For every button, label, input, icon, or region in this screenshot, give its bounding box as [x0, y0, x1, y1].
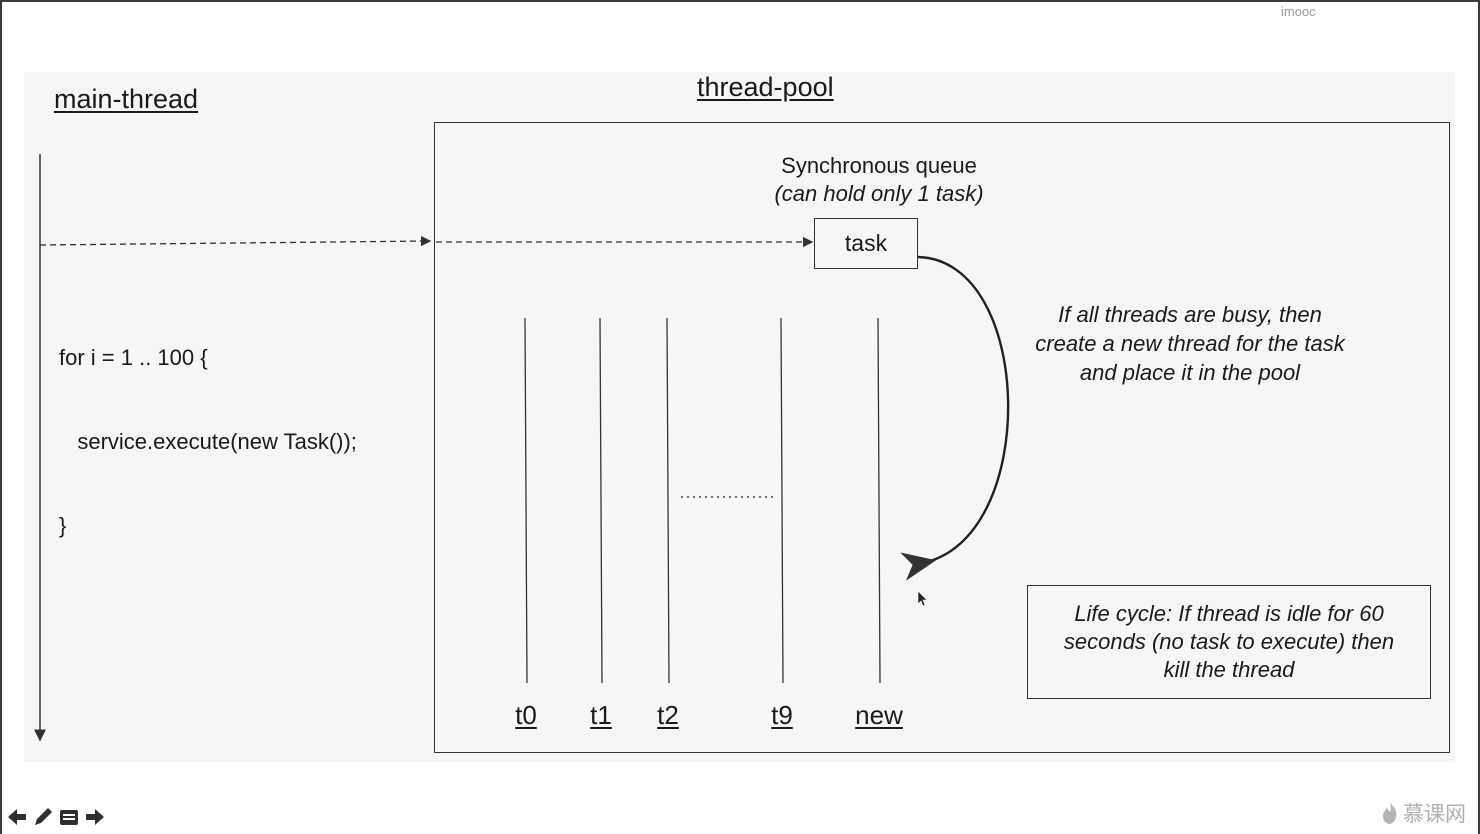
thread-label-t0: t0: [515, 700, 537, 730]
thread-line-new: [877, 317, 881, 684]
thread-label-t2: t2: [657, 700, 679, 730]
queue-subtitle: (can hold only 1 task): [774, 181, 984, 206]
presentation-toolbar: [6, 806, 106, 828]
thread-line-t0: [524, 317, 528, 684]
thread-label-t1: t1: [590, 700, 612, 730]
mouse-cursor-icon: [917, 590, 928, 607]
thread-line-t1: [599, 317, 603, 684]
code-snippet: for i = 1 .. 100 { service.execute(new T…: [59, 288, 357, 568]
submit-arrow-main-to-pool: [39, 235, 432, 247]
arrow-left-icon[interactable]: [6, 806, 28, 828]
note-line: create a new thread for the task: [1035, 331, 1345, 356]
thread-line-t9: [780, 317, 784, 684]
lifecycle-line: seconds (no task to execute) then: [1063, 629, 1395, 654]
arrow-right-icon[interactable]: [84, 806, 106, 828]
imooc-watermark: imooc: [1281, 4, 1316, 19]
busy-threads-note: If all threads are busy, then create a n…: [1010, 300, 1370, 387]
brand-text: 慕课网: [1403, 803, 1466, 826]
synchronous-queue-label: Synchronous queue (can hold only 1 task): [740, 152, 1018, 208]
thread-label-new: new: [855, 700, 903, 730]
brand-logo: 慕课网: [1381, 798, 1466, 828]
thread-line-t2: [666, 317, 670, 684]
code-line: for i = 1 .. 100 {: [59, 345, 208, 370]
queue-title: Synchronous queue: [781, 153, 977, 178]
note-line: and place it in the pool: [1079, 360, 1301, 385]
window-frame-right: [1478, 0, 1480, 834]
slide-canvas: [24, 72, 1455, 762]
lifecycle-line: Life cycle: If thread is idle for 60: [1074, 601, 1384, 626]
task-label: task: [844, 230, 888, 256]
window-frame-left: [0, 0, 2, 834]
menu-icon[interactable]: [58, 806, 80, 828]
window-frame-top: [0, 0, 1480, 2]
thread-pool-box: [434, 122, 1450, 753]
thread-pool-title: thread-pool: [697, 72, 834, 102]
lifecycle-line: kill the thread: [1163, 657, 1295, 682]
thread-label-t9: t9: [771, 700, 793, 730]
task-box: task: [814, 218, 918, 269]
lifecycle-box: Life cycle: If thread is idle for 60 sec…: [1027, 585, 1431, 699]
note-line: If all threads are busy, then: [1058, 302, 1322, 327]
pencil-icon[interactable]: [32, 806, 54, 828]
code-line: }: [59, 513, 67, 538]
code-line: service.execute(new Task());: [59, 429, 357, 454]
new-thread-curve-arrow: [900, 255, 1010, 581]
flame-icon: [1383, 802, 1397, 824]
main-thread-title: main-thread: [54, 84, 199, 114]
